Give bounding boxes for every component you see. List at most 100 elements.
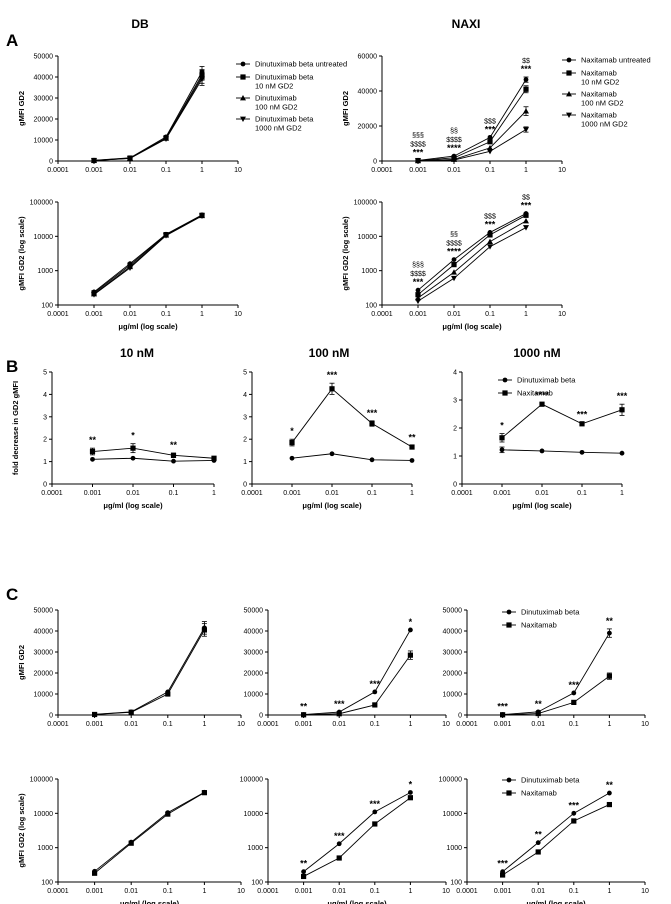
data-point bbox=[607, 630, 612, 636]
x-tick-label: 0.001 bbox=[85, 167, 103, 174]
y-tick-label: 40000 bbox=[34, 75, 54, 82]
data-point bbox=[487, 134, 493, 140]
legend-item: Naxitamab untreated bbox=[562, 56, 651, 65]
x-tick-label: 10 bbox=[237, 888, 245, 895]
significance-label: *** bbox=[497, 702, 508, 712]
data-point bbox=[301, 712, 307, 718]
series-line bbox=[502, 632, 610, 716]
legend-label: Naxitamab bbox=[581, 69, 617, 78]
x-tick-label: 10 bbox=[237, 721, 245, 728]
significance-label: *** bbox=[327, 370, 338, 380]
significance-label: ** bbox=[535, 699, 543, 709]
series-line bbox=[501, 403, 623, 439]
legend-marker bbox=[506, 790, 512, 796]
panel-letter-c: C bbox=[6, 585, 18, 604]
x-tick-label: 0.001 bbox=[493, 490, 511, 497]
significance-label: ** bbox=[300, 702, 308, 712]
legend-label: Naxitamab untreated bbox=[581, 56, 651, 65]
series-line bbox=[502, 675, 610, 716]
x-tick-label: 0.1 bbox=[485, 311, 495, 318]
chart-c6: 100 1000 10000 100000 0.0001 0.001 0.01 0.1 1 10 μ… bbox=[439, 776, 649, 904]
legend-marker bbox=[566, 57, 572, 63]
series-2 bbox=[415, 85, 529, 164]
significance-label: $$ bbox=[522, 58, 530, 65]
y-tick-label: 50000 bbox=[244, 608, 264, 615]
chart-a1: 0 10000 20000 30000 40000 50000 0.0001 0.001 0.0… bbox=[17, 54, 347, 175]
data-point bbox=[523, 225, 529, 231]
significance-label: **** bbox=[535, 390, 550, 400]
series-1 bbox=[415, 211, 529, 293]
column-title-100nm: 100 nM bbox=[309, 346, 350, 360]
data-point bbox=[539, 448, 545, 454]
x-tick-label: 10 bbox=[558, 311, 566, 318]
y-axis-title: gMFI GD2 (log scale) bbox=[341, 216, 350, 291]
significance-label: *** bbox=[413, 277, 424, 287]
x-tick-label: 0.1 bbox=[161, 311, 171, 318]
series-line bbox=[417, 129, 527, 162]
x-tick-label: 0.001 bbox=[409, 311, 427, 318]
chart-b3: 0 1 2 3 4 0.0001 0.001 0.01 0.1 1 μg/ml (log scale… bbox=[451, 370, 627, 511]
y-tick-label: 1000 bbox=[37, 268, 53, 275]
y-tick-label: 1000 bbox=[37, 845, 53, 852]
series-line bbox=[94, 791, 205, 872]
chart-a3: 100 1000 10000 100000 0.0001 0.001 0.01 0.1 1 10 g… bbox=[17, 200, 242, 332]
data-point bbox=[500, 712, 506, 718]
legend-label: Naxitamab bbox=[521, 621, 557, 630]
series-2 bbox=[415, 212, 529, 298]
significance-label: * bbox=[500, 421, 504, 431]
x-tick-label: 0.1 bbox=[569, 888, 579, 895]
y-tick-label: 100 bbox=[365, 303, 377, 310]
series-4 bbox=[91, 72, 205, 164]
x-axis-title: μg/ml (log scale) bbox=[103, 501, 163, 510]
y-tick-label: 0 bbox=[43, 482, 47, 489]
data-point bbox=[523, 86, 529, 92]
column-title-10nm: 10 nM bbox=[120, 346, 154, 360]
y-tick-label: 10000 bbox=[358, 234, 378, 241]
data-point bbox=[372, 702, 378, 708]
x-tick-label: 0.1 bbox=[577, 490, 587, 497]
x-axis-title: μg/ml (log scale) bbox=[327, 899, 387, 904]
significance-label: *** bbox=[485, 219, 496, 229]
y-tick-label: 0 bbox=[373, 159, 377, 166]
series-line bbox=[93, 215, 203, 296]
series-1 bbox=[289, 451, 415, 463]
data-point bbox=[523, 217, 529, 224]
data-point bbox=[409, 458, 415, 463]
y-tick-label: 5 bbox=[243, 370, 247, 377]
series-line bbox=[501, 449, 623, 454]
data-point bbox=[201, 790, 207, 796]
x-tick-label: 0.01 bbox=[531, 888, 545, 895]
y-tick-label: 20000 bbox=[34, 671, 54, 678]
y-tick-label: 20000 bbox=[244, 671, 264, 678]
data-point bbox=[619, 450, 625, 456]
series-line bbox=[93, 76, 203, 161]
x-tick-label: 10 bbox=[234, 311, 242, 318]
y-tick-label: 1 bbox=[243, 459, 247, 466]
series-1 bbox=[499, 446, 625, 456]
y-tick-label: 100 bbox=[41, 303, 53, 310]
y-tick-label: 100000 bbox=[30, 200, 53, 207]
data-point bbox=[415, 158, 421, 164]
y-tick-label: 100000 bbox=[439, 777, 462, 784]
series-line bbox=[303, 792, 411, 873]
series-line bbox=[94, 792, 205, 874]
data-point bbox=[451, 269, 457, 275]
legend-item: Dinutuximab beta bbox=[502, 776, 580, 785]
legend-label: Dinutuximab beta untreated bbox=[255, 60, 347, 69]
x-axis-title: μg/ml (log scale) bbox=[302, 501, 362, 510]
data-point bbox=[329, 451, 335, 457]
data-point bbox=[211, 455, 217, 461]
data-point bbox=[619, 407, 625, 413]
x-tick-label: 0.001 bbox=[86, 888, 104, 895]
x-tick-label: 0.0001 bbox=[456, 888, 478, 895]
x-tick-label: 0.1 bbox=[370, 721, 380, 728]
x-tick-label: 0.01 bbox=[123, 311, 137, 318]
significance-label: *** bbox=[367, 408, 378, 418]
series-2 bbox=[301, 795, 413, 880]
legend-label: Naxitamab bbox=[581, 90, 617, 99]
data-point bbox=[523, 127, 529, 133]
chart-a4: 100 1000 10000 100000 0.0001 0.001 0.01 0.1 1 10 g… bbox=[341, 195, 566, 331]
